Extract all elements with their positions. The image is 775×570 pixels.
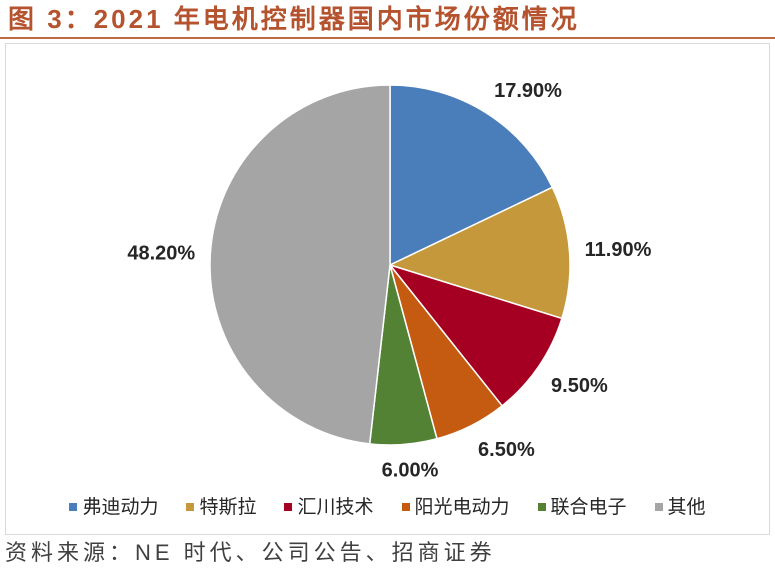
legend-item-5: 联合电子 [537,496,627,518]
legend: 弗迪动力 特斯拉 汇川技术 阳光电动力 联合电子 其他 [0,496,775,518]
legend-swatch-6 [654,503,663,511]
legend-label-5: 联合电子 [550,496,627,518]
data-label-2: 11.90% [585,239,652,261]
pie-slice-1 [389,84,554,266]
legend-item-1: 弗迪动力 [69,496,158,518]
pie-chart: 17.90% 11.90% 9.50% 6.50% 6.00% 48.20% [127,80,651,481]
source-note: 资料来源：NE 时代、公司公告、招商证券 [5,540,496,565]
figure-title: 图 3：2021 年电机控制器国内市场份额情况 [8,4,580,34]
legend-label-2: 特斯拉 [199,496,257,518]
legend-swatch-2 [186,503,195,511]
data-label-1: 17.90% [494,80,562,102]
data-label-3: 9.50% [551,375,608,397]
legend-item-4: 阳光电动力 [401,496,510,518]
pie-slice-6 [209,84,391,445]
legend-label-4: 阳光电动力 [414,496,510,518]
data-label-4: 6.50% [478,439,535,461]
legend-swatch-1 [69,503,78,511]
chart-frame [5,43,770,535]
legend-item-3: 汇川技术 [284,496,374,518]
legend-swatch-5 [537,503,546,511]
legend-swatch-3 [284,503,293,511]
legend-label-3: 汇川技术 [297,496,374,518]
data-label-6: 48.20% [127,243,195,265]
pie-slices [209,84,571,446]
title-rule [0,37,775,39]
legend-item-6: 其他 [654,496,706,518]
data-label-5: 6.00% [382,459,439,481]
pie-slice-2 [389,186,571,320]
legend-swatch-4 [401,503,410,511]
legend-label-1: 弗迪动力 [82,496,159,518]
legend-label-6: 其他 [667,496,706,518]
legend-item-2: 特斯拉 [186,496,256,518]
pie-slice-3 [389,264,563,407]
data-labels: 17.90% 11.90% 9.50% 6.50% 6.00% 48.20% [127,80,651,481]
